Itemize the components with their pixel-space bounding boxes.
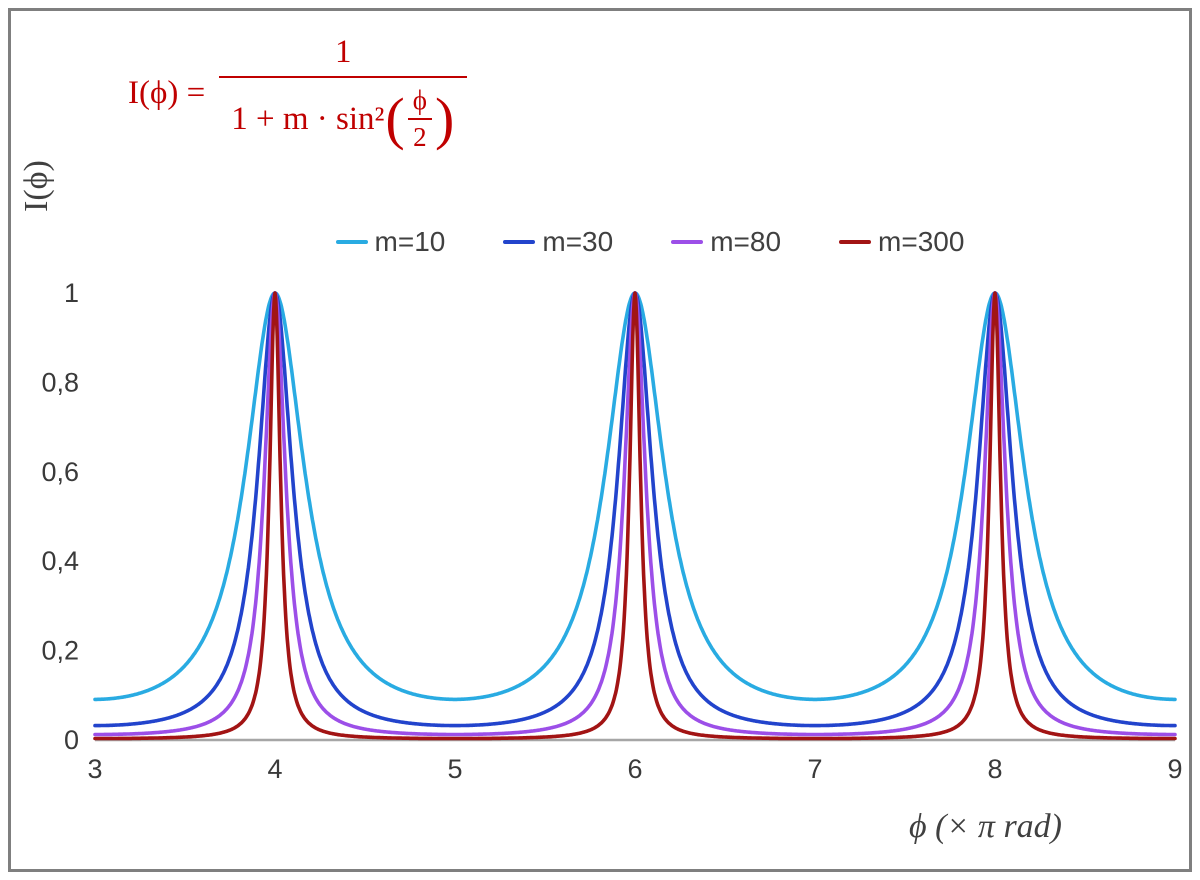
y-tick-label: 0,2 (41, 636, 79, 666)
x-tick-label: 4 (267, 754, 282, 784)
x-axis-title: ϕ (× π rad) (909, 808, 1062, 845)
series-line-m=80 (93, 291, 1177, 737)
formula-denominator: 1 + m · sin² ( ϕ 2 ) (219, 76, 468, 153)
legend-label: m=30 (542, 226, 614, 257)
legend-swatch (671, 240, 704, 244)
formula-fraction: 1 1 + m · sin² ( ϕ 2 ) (219, 34, 468, 153)
formula-lhs: I(ϕ) = (128, 75, 206, 111)
x-tick-label: 9 (1167, 754, 1182, 784)
y-tick-label: 0,6 (41, 457, 79, 487)
inner-fraction: ϕ 2 (407, 85, 432, 153)
legend-item-m=80: m=80 (671, 226, 781, 258)
legend: m=10 m=30 m=80 m=300 (0, 226, 1200, 258)
inner-denominator: 2 (413, 122, 427, 152)
y-tick-label: 0,4 (41, 546, 79, 576)
x-tick-label: 5 (447, 754, 462, 784)
legend-label: m=10 (374, 226, 446, 257)
chart-frame (8, 8, 1192, 872)
x-tick-label: 7 (807, 754, 822, 784)
legend-swatch (335, 240, 368, 244)
x-tick-label: 3 (87, 754, 102, 784)
y-tick-label: 1 (64, 278, 79, 308)
legend-label: m=300 (878, 226, 965, 257)
x-tick-label: 8 (987, 754, 1002, 784)
formula-numerator: 1 (334, 34, 352, 70)
legend-item-m=300: m=300 (839, 226, 964, 258)
legend-swatch (503, 240, 536, 244)
formula-den-prefix: 1 + m · sin² (231, 100, 385, 137)
legend-item-m=10: m=10 (335, 226, 446, 258)
series-line-m=30 (93, 291, 1177, 728)
series-line-m=300 (93, 291, 1177, 741)
x-tick-label: 6 (627, 754, 642, 784)
formula: I(ϕ) = 1 1 + m · sin² ( ϕ 2 ) (128, 34, 468, 153)
legend-label: m=80 (710, 226, 782, 257)
y-tick-label: 0,8 (41, 367, 79, 397)
inner-numerator: ϕ (407, 85, 432, 120)
y-tick-label: 0 (64, 725, 79, 755)
legend-swatch (839, 240, 872, 244)
y-axis-title: I(ϕ) (18, 160, 55, 212)
legend-item-m=30: m=30 (503, 226, 613, 258)
